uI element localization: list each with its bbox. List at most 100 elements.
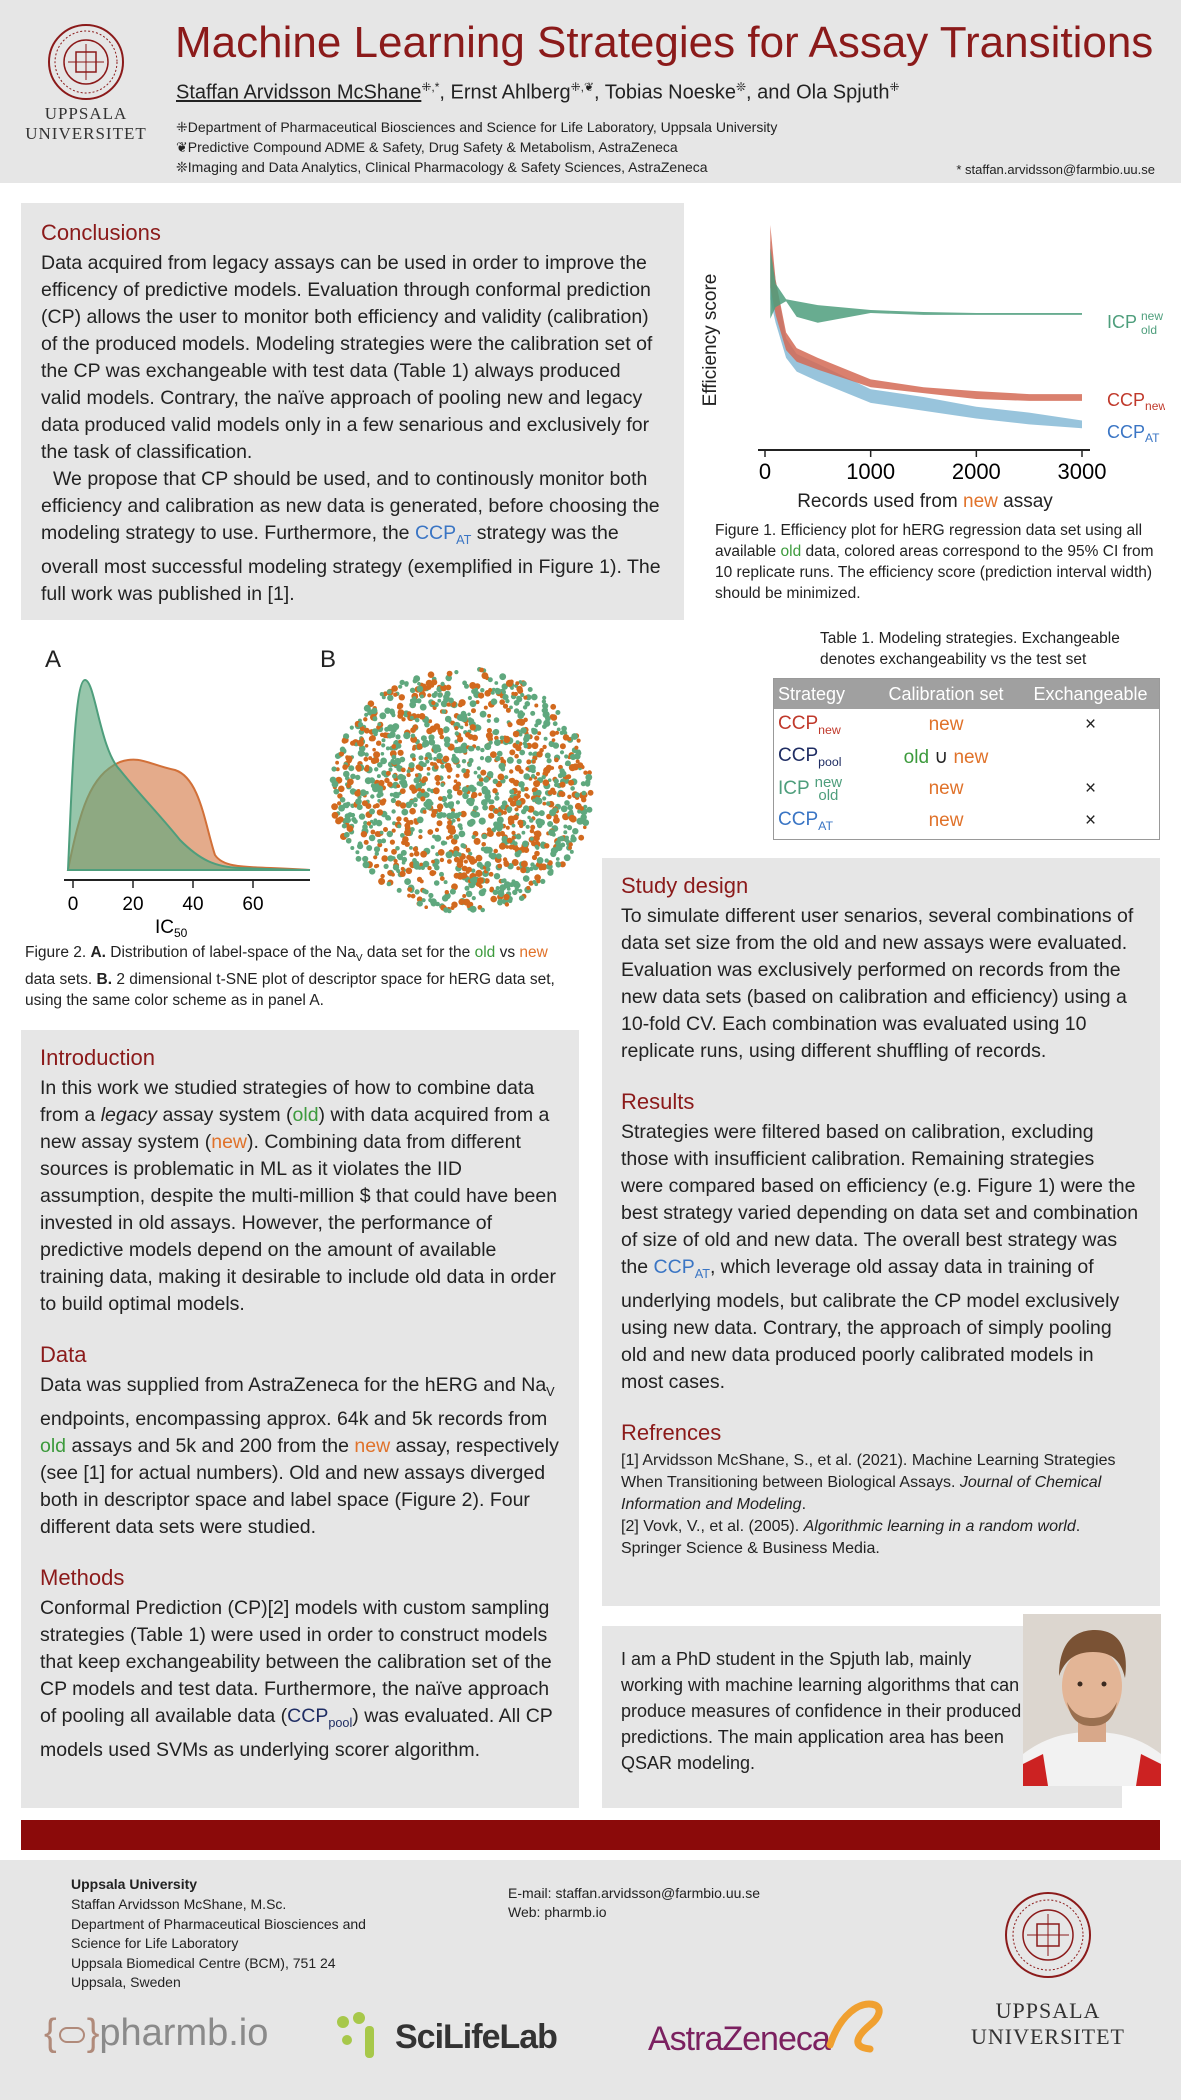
tsne-point — [564, 754, 569, 759]
tsne-point — [532, 810, 538, 816]
tsne-point — [556, 727, 561, 732]
figure-1-label-ccpat: CCPAT — [1107, 422, 1160, 445]
figure-1-label-icp-sub: old — [1141, 323, 1157, 337]
tsne-point — [518, 895, 525, 901]
tsne-point — [509, 769, 514, 774]
tsne-point — [387, 816, 392, 821]
tsne-point — [410, 733, 416, 738]
tsne-point — [568, 779, 575, 786]
tsne-point — [484, 878, 490, 884]
footer-web[interactable]: Web: pharmb.io — [508, 1904, 607, 1920]
tsne-point — [515, 800, 522, 806]
tsne-point — [534, 703, 539, 708]
tsne-point — [441, 795, 448, 803]
tsne-point — [547, 790, 553, 796]
tsne-point — [397, 824, 402, 829]
tsne-point — [360, 831, 368, 838]
tsne-point — [444, 762, 452, 770]
tsne-point — [398, 694, 405, 701]
footer-address: Staffan Arvidsson McShane, M.Sc. Departm… — [71, 1896, 366, 1990]
tsne-point — [548, 829, 555, 836]
footer-divider-bar — [21, 1820, 1160, 1850]
tsne-point — [395, 846, 400, 851]
table-1-row: CCPAT new × — [778, 809, 1097, 833]
tsne-point — [571, 733, 578, 740]
tsne-point — [443, 728, 449, 734]
tsne-point — [531, 742, 539, 750]
tsne-point — [531, 727, 536, 732]
tsne-point — [524, 701, 531, 707]
tsne-point — [462, 894, 467, 898]
conclusions-ccpat: CCP — [414, 522, 457, 544]
tsne-point — [553, 826, 559, 831]
tsne-point — [552, 790, 557, 795]
affiliation-2: ❦Predictive Compound ADME & Safety, Drug… — [176, 139, 678, 155]
tsne-point — [364, 752, 369, 757]
tsne-point — [438, 796, 443, 801]
tsne-point — [382, 691, 388, 697]
author-2: , Ernst Ahlberg — [439, 81, 571, 104]
tsne-point — [492, 730, 498, 735]
figure-1-caption: Figure 1. Efficiency plot for hERG regre… — [715, 522, 1154, 602]
tsne-point — [549, 730, 556, 737]
tsne-point — [483, 776, 490, 783]
tsne-point — [378, 779, 385, 787]
tsne-point — [476, 781, 482, 786]
tsne-point — [441, 709, 447, 714]
tsne-point — [399, 802, 407, 809]
tsne-point — [381, 838, 387, 844]
tsne-point — [440, 764, 445, 769]
tsne-point — [445, 684, 452, 691]
tsne-point — [398, 684, 403, 689]
tsne-point — [444, 890, 449, 895]
tsne-point — [383, 863, 389, 869]
tsne-point — [510, 800, 517, 807]
tsne-point — [538, 866, 544, 871]
tsne-point — [495, 886, 500, 891]
tsne-point — [403, 732, 411, 740]
tsne-point — [563, 830, 568, 835]
tsne-point — [448, 697, 454, 704]
tsne-point — [471, 734, 478, 741]
tsne-point — [437, 807, 442, 813]
tsne-point — [451, 818, 456, 823]
tsne-point — [528, 880, 534, 886]
tsne-point — [468, 858, 473, 863]
tsne-point — [504, 775, 509, 780]
tsne-point — [479, 667, 484, 673]
tsne-point — [343, 831, 350, 838]
tsne-point — [481, 672, 489, 680]
introduction-heading: Introduction — [40, 1045, 155, 1070]
tsne-point — [454, 731, 459, 736]
tsne-point — [350, 740, 356, 746]
tsne-point — [533, 831, 538, 836]
tsne-point — [431, 692, 437, 698]
conclusions-p2-b: strategy was the overall most successful… — [41, 522, 661, 605]
tsne-point — [549, 714, 555, 720]
tsne-point — [513, 841, 518, 846]
tsne-point — [451, 901, 458, 908]
tsne-point — [453, 834, 460, 840]
tsne-point — [498, 824, 504, 829]
tsne-point — [437, 698, 442, 703]
tsne-point — [499, 673, 507, 681]
tsne-point — [520, 692, 525, 698]
tsne-point — [427, 671, 435, 678]
tsne-point — [359, 789, 367, 797]
tsne-point — [576, 738, 581, 743]
tsne-point — [514, 807, 519, 812]
bio-text: I am a PhD student in the Spjuth lab, ma… — [621, 1649, 1022, 1773]
tsne-point — [344, 803, 350, 809]
tsne-point — [396, 816, 402, 822]
tsne-point — [497, 773, 505, 781]
tsne-point — [515, 740, 520, 745]
tsne-point — [355, 798, 362, 805]
tsne-point — [373, 731, 378, 737]
tsne-point — [558, 791, 564, 797]
tsne-point — [346, 825, 354, 832]
tsne-point — [437, 692, 443, 698]
tsne-point — [425, 803, 432, 810]
tsne-point — [461, 768, 467, 774]
footer-email[interactable]: E-mail: staffan.arvidsson@farmbio.uu.se — [508, 1885, 761, 1901]
tsne-point — [407, 711, 412, 716]
